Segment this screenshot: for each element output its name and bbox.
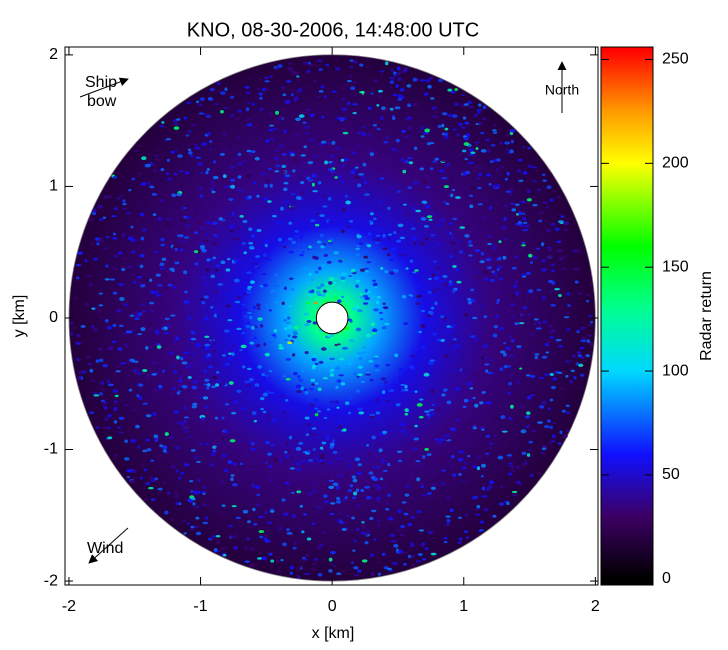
colorbar-tick-label: 150 xyxy=(662,258,689,275)
colorbar-tick-label: 0 xyxy=(662,570,671,587)
blind-zone xyxy=(315,301,349,335)
annotation: Ship xyxy=(85,74,117,91)
wind-arrow xyxy=(88,527,129,564)
colorbar-tick-label: 250 xyxy=(662,51,689,68)
speckle xyxy=(69,58,594,579)
ship-bow-arrow xyxy=(79,77,129,98)
x-tick-label: -1 xyxy=(193,598,207,615)
plot-frame xyxy=(64,46,599,586)
colorbar-tick-label: 200 xyxy=(662,155,689,172)
colorbar-tick-label: 50 xyxy=(662,466,680,483)
y-tick-label: 0 xyxy=(49,309,58,326)
colorbar-tick-label: 100 xyxy=(662,362,689,379)
y-tick-label: 2 xyxy=(49,46,58,63)
annotation: Wind xyxy=(87,540,123,557)
x-tick-label: -2 xyxy=(62,598,76,615)
y-tick-label: -2 xyxy=(44,572,58,589)
y-tick-label: 1 xyxy=(49,178,58,195)
x-axis-label: x [km] xyxy=(312,625,355,642)
x-tick-label: 1 xyxy=(459,598,468,615)
x-tick-label: 0 xyxy=(328,598,337,615)
chart-title: KNO, 08-30-2006, 14:48:00 UTC xyxy=(187,19,479,41)
annotation: bow xyxy=(87,93,117,110)
colorbar xyxy=(600,46,654,586)
axes: -2 -1 0 1 2 -2 -1 0 1 2 xyxy=(44,46,600,615)
y-axis-label: y [km] xyxy=(11,295,28,338)
x-tick-label: 2 xyxy=(591,598,600,615)
radar-image xyxy=(68,54,596,582)
y-tick-label: -1 xyxy=(44,441,58,458)
colorbar-label: Radar return xyxy=(698,271,715,361)
